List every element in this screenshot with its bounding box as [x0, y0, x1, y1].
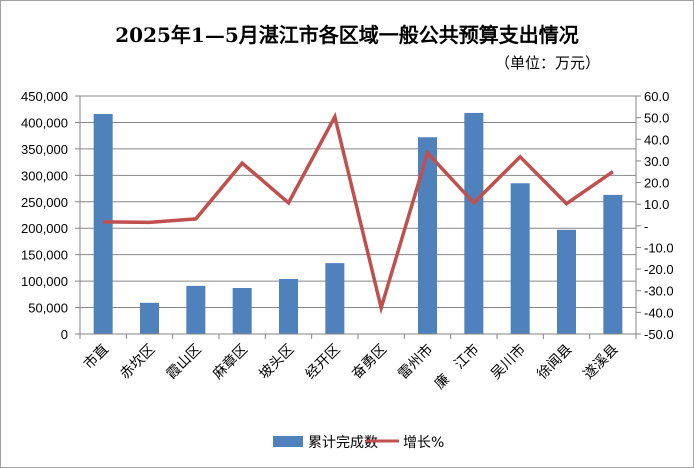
right-tick-label: 30.0: [644, 154, 669, 169]
legend-label-line: 增长%: [403, 435, 444, 451]
chart-title: 2025年1—5月湛江市各区域一般公共预算支出情况: [115, 23, 579, 47]
category-label: 市直: [80, 341, 112, 373]
legend-swatch-bar: [273, 436, 303, 447]
category-label: 坡头区: [256, 342, 297, 383]
left-tick-label: 200,000: [21, 221, 68, 236]
left-tick-label: 0: [61, 327, 68, 342]
category-label: 麻章区: [209, 341, 251, 383]
left-tick-label: 250,000: [21, 195, 68, 210]
legend: 累计完成数 增长%: [273, 435, 444, 451]
category-label: 廉 江市: [431, 341, 483, 393]
legend-label-bar: 累计完成数: [308, 435, 378, 451]
right-tick-label: 50.0: [644, 111, 669, 126]
right-tick-label: -50.0: [644, 327, 674, 342]
bar-遂溪县: [603, 194, 623, 334]
left-tick-label: 50,000: [28, 301, 68, 316]
bar-经开区: [325, 263, 345, 334]
right-tick-label: 40.0: [644, 132, 669, 147]
left-tick-label: 450,000: [21, 89, 68, 104]
category-label: 遂溪县: [581, 342, 622, 383]
growth-line: [103, 111, 614, 315]
bar-徐闻县: [557, 229, 576, 334]
bar-吴川市: [510, 183, 530, 334]
left-tick-label: 400,000: [21, 115, 68, 130]
category-label: 徐闻县: [534, 342, 575, 383]
left-tick-label: 350,000: [21, 142, 68, 157]
right-tick-label: -10.0: [644, 240, 674, 255]
category-label: 吴川市: [487, 341, 529, 383]
chart-subtitle: （单位：万元）: [495, 54, 600, 72]
right-tick-label: 10.0: [644, 197, 669, 212]
bar-市直: [93, 113, 113, 334]
bar-赤坎区: [140, 302, 159, 334]
right-tick-label: 60.0: [644, 89, 669, 104]
bar-廉 江市: [464, 112, 484, 335]
category-label: 赤坎区: [117, 342, 158, 383]
right-tick-label: -: [644, 219, 648, 234]
category-label: 奋勇区: [349, 342, 390, 383]
right-tick-label: -20.0: [644, 262, 674, 277]
bar-坡头区: [279, 278, 298, 334]
category-label: 霞山区: [164, 342, 205, 383]
right-tick-label: 20.0: [644, 176, 669, 191]
left-tick-label: 150,000: [21, 248, 68, 263]
category-label: 雷州市: [395, 341, 437, 383]
right-tick-label: -30.0: [644, 284, 674, 299]
bar-霞山区: [186, 285, 206, 334]
category-label: 经开区: [303, 342, 344, 383]
left-tick-label: 100,000: [21, 274, 68, 289]
right-tick-label: -40.0: [644, 305, 674, 320]
bar-麻章区: [232, 287, 252, 334]
left-tick-label: 300,000: [21, 168, 68, 183]
bar-雷州市: [418, 137, 437, 334]
